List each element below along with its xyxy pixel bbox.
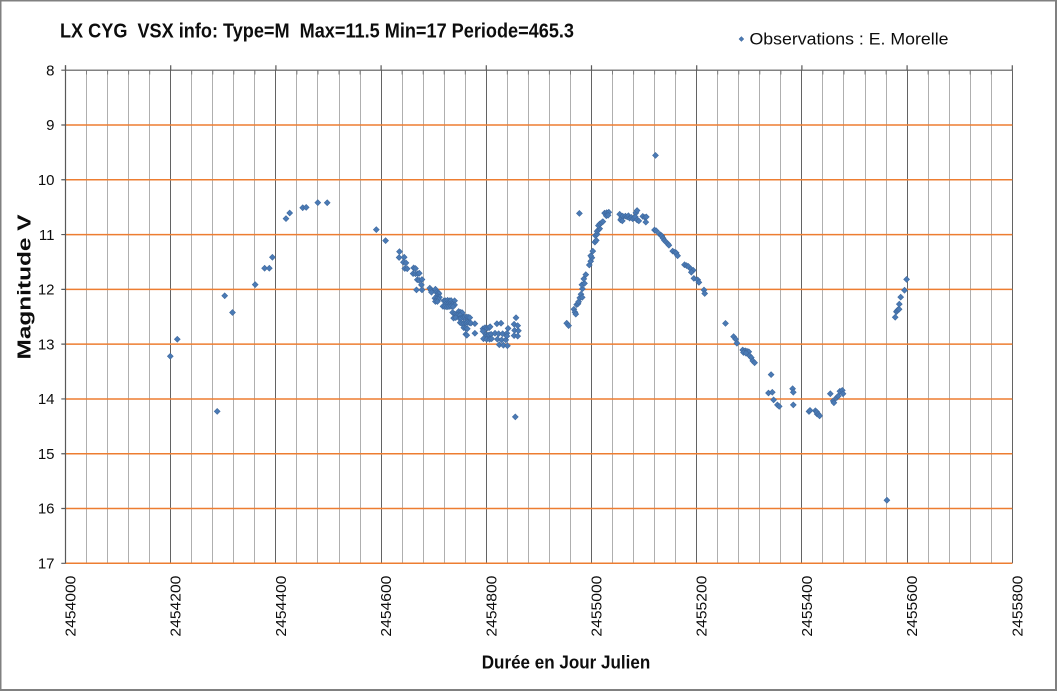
svg-text:17: 17 bbox=[38, 556, 55, 573]
svg-text:2454600: 2454600 bbox=[378, 576, 395, 637]
svg-text:10: 10 bbox=[38, 172, 55, 189]
svg-text:15: 15 bbox=[38, 446, 55, 463]
svg-text:9: 9 bbox=[46, 117, 54, 134]
svg-text:12: 12 bbox=[38, 282, 55, 299]
svg-text:2455200: 2455200 bbox=[694, 576, 711, 637]
svg-text:2455600: 2455600 bbox=[904, 576, 921, 637]
svg-text:11: 11 bbox=[39, 227, 55, 244]
svg-text:Observations : E. Morelle: Observations : E. Morelle bbox=[750, 30, 949, 49]
svg-text:16: 16 bbox=[38, 501, 55, 518]
svg-text:13: 13 bbox=[38, 336, 55, 353]
svg-text:8: 8 bbox=[46, 62, 54, 79]
svg-text:Durée en Jour Julien: Durée en Jour Julien bbox=[482, 653, 651, 673]
svg-text:2455800: 2455800 bbox=[1009, 576, 1026, 637]
svg-text:2454000: 2454000 bbox=[63, 576, 80, 637]
svg-text:LX CYG VSX info: Type=M Max=: LX CYG VSX info: Type=M Max=11.5 Min=17 … bbox=[60, 20, 574, 43]
svg-text:2454800: 2454800 bbox=[483, 576, 500, 637]
svg-text:2455400: 2455400 bbox=[799, 576, 816, 637]
svg-text:2454200: 2454200 bbox=[168, 576, 185, 637]
svg-text:Magnitude V: Magnitude V bbox=[15, 215, 35, 360]
svg-text:14: 14 bbox=[38, 391, 55, 408]
svg-text:2455000: 2455000 bbox=[589, 576, 606, 637]
svg-text:2454400: 2454400 bbox=[273, 576, 290, 637]
